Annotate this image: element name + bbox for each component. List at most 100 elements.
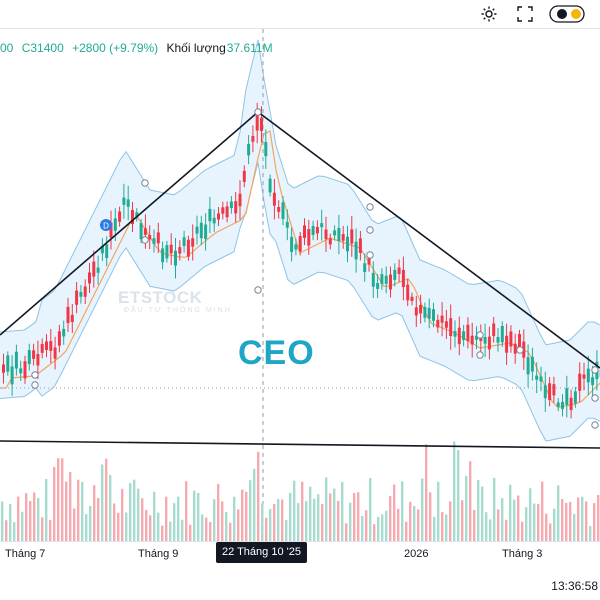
- change-value: +2800 (+9.79%): [72, 41, 159, 55]
- volume-bar: [461, 500, 464, 541]
- candle-body: [432, 309, 435, 321]
- volume-bar: [285, 519, 288, 541]
- candle-body: [139, 223, 143, 240]
- volume-bar: [129, 483, 132, 541]
- volume-bar: [97, 498, 100, 541]
- volume-bar: [557, 485, 560, 541]
- volume-bar: [565, 502, 568, 541]
- volume-bar: [373, 524, 376, 541]
- candle-body: [337, 228, 341, 242]
- time-tick-thang-7: Tháng 7: [5, 548, 46, 560]
- price-chart[interactable]: D: [0, 29, 600, 541]
- volume-bar: [89, 505, 92, 541]
- candle-body: [19, 368, 23, 374]
- volume-bar: [561, 498, 564, 541]
- candle-body: [311, 226, 315, 235]
- candle-body: [466, 324, 470, 341]
- volume-bar: [189, 524, 192, 541]
- volume-bar: [405, 521, 408, 541]
- volume-bar: [577, 497, 580, 541]
- candle-body: [186, 239, 190, 257]
- candle-body: [513, 343, 517, 354]
- volume-bar: [581, 496, 584, 541]
- candle-body: [143, 228, 147, 235]
- volume-bar: [281, 499, 284, 541]
- candle-body: [285, 221, 289, 228]
- candle-body: [113, 218, 117, 231]
- band-touch-marker: [366, 251, 374, 259]
- volume-bar: [449, 501, 452, 541]
- candle-body: [573, 391, 577, 404]
- volume-bar: [173, 503, 176, 541]
- volume-bar: [257, 451, 260, 541]
- candle-body: [333, 230, 337, 236]
- clock: 13:36:58: [551, 579, 598, 593]
- volume-bar: [593, 503, 596, 541]
- candle-body: [358, 238, 362, 253]
- bollinger-upper-line: [0, 39, 600, 346]
- candle-body: [229, 201, 233, 209]
- volume-bar: [469, 461, 472, 541]
- candle-body: [462, 331, 466, 341]
- volume-bar: [589, 525, 592, 541]
- candle-body: [242, 170, 246, 182]
- candle-body: [14, 351, 18, 369]
- candle-body: [152, 238, 156, 244]
- candle-body: [526, 357, 530, 375]
- open-fragment: 00: [0, 41, 14, 55]
- volume-bar: [585, 501, 588, 541]
- volume-bar: [365, 510, 368, 541]
- volume-bar: [105, 458, 108, 541]
- candle-body: [487, 336, 491, 350]
- candle-body: [92, 261, 96, 277]
- volume-bar: [425, 444, 428, 541]
- volume-bar: [261, 503, 264, 541]
- candle-body: [436, 319, 440, 328]
- candle-body: [298, 235, 302, 252]
- volume-bar: [85, 514, 88, 541]
- volume-bar: [597, 495, 600, 541]
- volume-bar: [137, 488, 140, 541]
- candle-body: [548, 383, 552, 401]
- candle-body: [457, 327, 461, 345]
- candle-body: [62, 328, 66, 337]
- volume-bar: [369, 478, 372, 541]
- settings-icon[interactable]: [478, 3, 500, 25]
- candle-body: [401, 269, 405, 288]
- time-tick-thang-9: Tháng 9: [138, 548, 179, 560]
- candle-body: [100, 246, 104, 254]
- candle-body: [204, 224, 208, 240]
- fullscreen-icon[interactable]: [514, 3, 536, 25]
- volume-bar: [441, 512, 444, 541]
- candle-body: [2, 364, 5, 373]
- candle-body: [260, 117, 263, 131]
- theme-toggle-icon[interactable]: [548, 3, 588, 25]
- volume-bar: [9, 503, 12, 541]
- watermark-tagline: ĐẦU TƯ THÔNG MINH: [124, 307, 232, 314]
- volume-bar: [353, 493, 356, 541]
- volume-bar: [309, 486, 312, 541]
- volume-bar: [1, 501, 4, 541]
- band-touch-marker: [366, 226, 374, 234]
- candle-body: [40, 343, 44, 353]
- candle-body: [148, 235, 152, 240]
- candle-body: [66, 306, 70, 323]
- volume-bar: [197, 492, 200, 541]
- candle-body: [70, 314, 74, 323]
- time-tick-2026: 2026: [404, 548, 429, 560]
- volume-bar: [509, 484, 512, 541]
- band-touch-marker: [31, 371, 39, 379]
- candle-body: [83, 286, 87, 297]
- candle-body: [169, 244, 173, 254]
- volume-bar: [141, 498, 144, 541]
- candle-body: [268, 178, 272, 193]
- band-touch-marker: [31, 381, 39, 389]
- chart-toolbar: [0, 0, 600, 28]
- volume-bar: [549, 523, 552, 541]
- candle-body: [444, 321, 448, 328]
- band-touch-marker: [141, 236, 149, 244]
- candle-body: [126, 199, 130, 207]
- volume-bar: [13, 522, 16, 541]
- candle-body: [10, 366, 14, 385]
- volume-bar: [477, 479, 480, 541]
